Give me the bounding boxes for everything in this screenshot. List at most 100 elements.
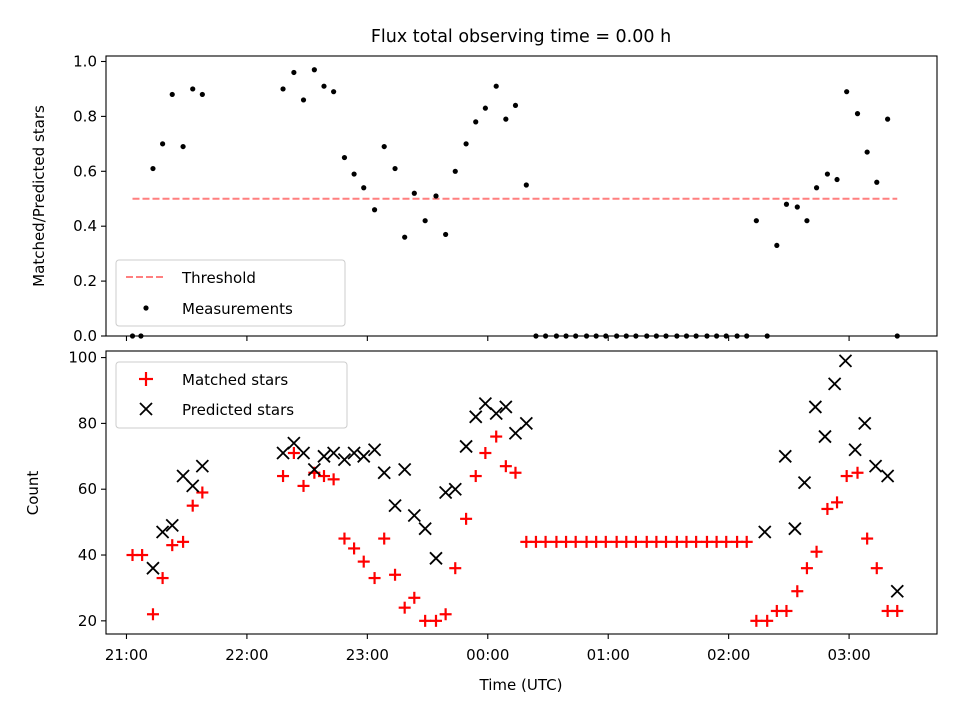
- measurement-point: [321, 83, 327, 89]
- matched-point: [338, 532, 351, 545]
- measurement-point: [834, 176, 840, 183]
- matched-point: [810, 545, 823, 558]
- measurement-point: [190, 86, 196, 92]
- matched-point: [761, 614, 774, 627]
- matched-point: [327, 473, 340, 486]
- matched-point: [419, 614, 432, 627]
- predicted-point: [307, 462, 321, 477]
- matched-point: [317, 470, 330, 483]
- predicted-point: [276, 446, 290, 460]
- matched-point: [398, 601, 411, 614]
- measurement-point: [300, 97, 307, 103]
- matched-legend-label: Matched stars: [182, 371, 288, 389]
- predicted-point: [868, 459, 883, 473]
- count-panel: 20 40 60 80 100 21:00 22:00 23:00 00:00 01:00 02:…: [24, 349, 938, 694]
- measurement-point: [844, 89, 850, 95]
- predicted-point: [818, 429, 832, 444]
- matched-point: [750, 614, 763, 627]
- measurement-point: [361, 185, 367, 191]
- matched-point: [720, 535, 733, 548]
- x-tick-label: 02:00: [707, 646, 750, 664]
- x-tick-label: 22:00: [225, 646, 268, 664]
- predicted-point: [155, 525, 170, 539]
- measurement-point: [291, 69, 297, 76]
- measurement-point: [351, 171, 357, 177]
- measurement-point: [180, 143, 186, 150]
- measurement-point: [512, 102, 519, 109]
- predicted-point: [347, 446, 361, 460]
- matched-point: [740, 535, 753, 548]
- matched-point: [469, 470, 482, 483]
- ratio-y-axis-label: Matched/Predicted stars: [30, 105, 48, 287]
- matched-point: [791, 585, 804, 598]
- matched-point: [357, 555, 370, 568]
- matched-point: [569, 535, 582, 548]
- predicted-legend-label: Predicted stars: [182, 401, 294, 419]
- predicted-point: [398, 462, 412, 477]
- ratio-legend-box: [115, 259, 346, 327]
- matched-point: [780, 604, 793, 617]
- predicted-point: [469, 410, 483, 424]
- predicted-point: [195, 459, 209, 473]
- ratio-marks: [129, 67, 900, 339]
- matched-point: [460, 512, 473, 525]
- predicted-point: [519, 416, 533, 431]
- ratio-y-axis: 0.0 0.2 0.4 0.6 0.8 1.0: [73, 52, 106, 345]
- count-y-tick-label: 40: [78, 546, 97, 564]
- ratio-y-tick-label: 0.2: [73, 272, 97, 290]
- predicted-point: [146, 561, 160, 575]
- matched-point: [851, 466, 864, 479]
- measurement-point: [169, 91, 175, 98]
- matched-point: [408, 591, 421, 604]
- measurement-point: [874, 179, 880, 185]
- measurement-point: [482, 105, 488, 111]
- predicted-point: [838, 354, 853, 368]
- measurement-point: [824, 171, 831, 177]
- predicted-point: [758, 525, 772, 539]
- count-y-axis: 20 40 60 80 100: [68, 349, 106, 630]
- predicted-point: [848, 443, 862, 457]
- predicted-point: [508, 426, 523, 440]
- matched-point: [348, 542, 361, 555]
- measurement-point: [854, 111, 861, 117]
- matched-point: [136, 549, 149, 562]
- count-legend-box: [115, 361, 348, 429]
- measurement-point: [150, 165, 156, 172]
- measurement-point: [813, 185, 820, 191]
- measurement-point: [473, 119, 479, 125]
- measurement-point: [371, 207, 378, 213]
- count-y-tick-label: 20: [78, 612, 97, 630]
- matched-point: [186, 499, 199, 512]
- matched-point: [629, 535, 642, 548]
- predicted-point: [808, 400, 822, 414]
- predicted-point: [489, 406, 503, 421]
- count-plot-frame: [105, 350, 938, 635]
- measurement-point: [885, 116, 891, 122]
- predicted-point: [407, 508, 421, 523]
- predicted-point: [357, 449, 371, 463]
- measurement-point: [493, 83, 499, 89]
- predicted-point: [858, 416, 872, 431]
- count-legend: Matched stars Predicted stars: [115, 361, 348, 429]
- matched-point: [660, 535, 673, 548]
- matched-point: [599, 535, 612, 548]
- matched-point: [146, 608, 159, 621]
- matched-point: [840, 470, 853, 483]
- ratio-y-tick-label: 0.4: [73, 217, 97, 235]
- measurement-point: [864, 149, 870, 155]
- matched-point: [690, 535, 703, 548]
- matched-point: [861, 532, 874, 545]
- predicted-point: [165, 518, 179, 533]
- count-y-tick-label: 80: [78, 414, 97, 432]
- count-y-axis-label: Count: [24, 471, 42, 516]
- chart-title: Flux total observing time = 0.00 h: [371, 27, 671, 47]
- matched-point: [831, 496, 844, 509]
- predicted-point: [499, 400, 513, 414]
- matched-point: [177, 535, 190, 548]
- count-y-tick-label: 60: [78, 480, 97, 498]
- predicted-point: [296, 446, 311, 460]
- matched-point: [196, 486, 209, 499]
- ratio-panel: 0.0 0.2 0.4 0.6 0.8 1.0 Matched/Predicted sta…: [30, 52, 938, 345]
- matched-point: [429, 614, 442, 627]
